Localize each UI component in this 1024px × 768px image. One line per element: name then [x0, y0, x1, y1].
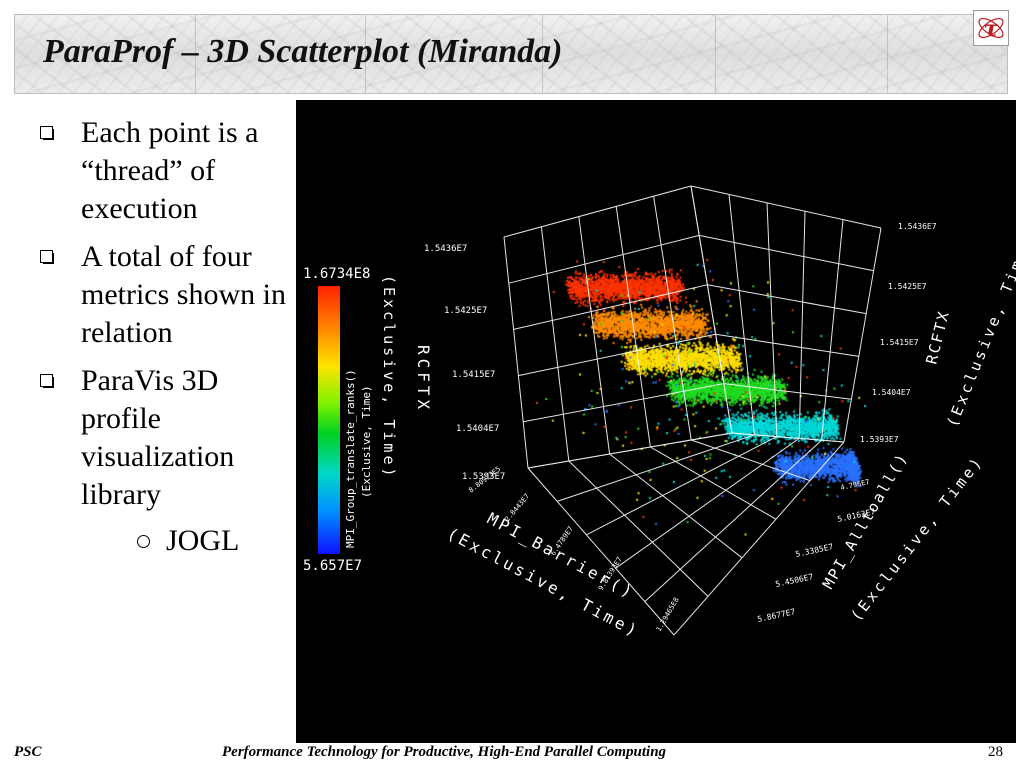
- bullet-text: ParaVis 3D profile visualization library: [81, 364, 235, 511]
- floor-gridline: [650, 446, 777, 520]
- side-wall-gridline: [715, 333, 859, 357]
- z-left-tick-label: 1.5404E7: [456, 424, 499, 434]
- back-wall-gridline: [653, 196, 692, 441]
- floor-gridline: [527, 432, 733, 469]
- side-wall-gridline: [798, 211, 806, 439]
- z-right-tick-label: 1.5415E7: [880, 338, 919, 347]
- color-legend-bar: [318, 286, 340, 554]
- y-tick-label: 5.3385E7: [795, 542, 835, 559]
- bullet-list: Each point is a “thread” of execution A …: [36, 114, 294, 560]
- back-wall-gridline: [508, 234, 700, 284]
- floor-gridline: [673, 441, 845, 636]
- z-right-tick-label: 1.5436E7: [898, 222, 937, 231]
- circle-bullet-icon: [137, 535, 150, 548]
- floor-gridline: [691, 439, 811, 482]
- z-left-tick-label: 1.5436E7: [424, 244, 467, 254]
- side-wall-gridline: [728, 194, 755, 435]
- side-wall-gridline: [690, 185, 733, 434]
- marble-seam: [195, 15, 196, 93]
- z-axis-subtitle-right: (Exclusive, Time): [943, 233, 1016, 429]
- square-bullet-icon: [40, 250, 54, 264]
- sub-bullet-item: JOGL: [36, 522, 294, 560]
- back-wall-gridline: [513, 284, 708, 330]
- color-metric-label: MPI_Group_translate_ranks(): [344, 369, 357, 548]
- back-wall-gridline: [503, 185, 692, 238]
- sub-bullet-text: JOGL: [166, 524, 240, 557]
- back-wall-gridline: [578, 216, 611, 455]
- floor-gridline: [568, 460, 709, 597]
- title-bar: ParaProf – 3D Scatterplot (Miranda): [14, 14, 1008, 94]
- back-wall-gridline: [503, 236, 529, 469]
- y-tick-label: 4.796E7: [840, 478, 871, 492]
- marble-seam: [542, 15, 543, 93]
- side-wall-gridline: [707, 284, 867, 315]
- color-legend-max-label: 1.6734E8: [303, 266, 370, 282]
- bullet-text: A total of four metrics shown in relatio…: [81, 240, 286, 349]
- color-metric-sublabel: (Exclusive, Time): [360, 385, 373, 498]
- side-wall-gridline: [821, 219, 844, 441]
- floor-gridline: [557, 434, 755, 502]
- side-wall-gridline: [699, 234, 874, 272]
- side-wall-gridline: [723, 383, 852, 400]
- back-wall-gridline: [518, 333, 716, 377]
- side-wall-gridline: [766, 202, 778, 437]
- footer-tagline: Performance Technology for Productive, H…: [222, 744, 667, 760]
- color-metric-sublabel-rotated: (Exclusive, Time): [380, 275, 398, 480]
- marble-seam: [887, 15, 888, 93]
- marble-seam: [365, 15, 366, 93]
- slide-number: 28: [988, 744, 1003, 760]
- bullet-item: ParaVis 3D profile visualization library: [36, 362, 294, 514]
- z-right-tick-label: 1.5404E7: [872, 388, 911, 397]
- scatterplot-axes: 1.6734E8 5.657E7 MPI_Group_translate_ran…: [303, 185, 1016, 641]
- marble-seam: [715, 15, 716, 93]
- back-wall-gridline: [615, 206, 651, 448]
- y-tick-label: 5.4506E7: [775, 572, 815, 589]
- bullet-item: A total of four metrics shown in relatio…: [36, 238, 294, 352]
- back-wall-gridline: [523, 383, 724, 423]
- floor-gridline: [615, 437, 800, 569]
- scatterplot-3d-panel[interactable]: 1.6734E8 5.657E7 MPI_Group_translate_ran…: [296, 100, 1016, 743]
- z-axis-title-right: RCFTX: [922, 308, 953, 366]
- bullet-item: Each point is a “thread” of execution: [36, 114, 294, 228]
- scatter-points-canvas[interactable]: [296, 100, 1016, 743]
- floor-gridline: [586, 436, 778, 536]
- square-bullet-icon: [40, 126, 54, 140]
- y-tick-label: 5.8677E7: [757, 607, 797, 624]
- z-left-tick-label: 1.5415E7: [452, 370, 495, 380]
- z-axis-title-left: RCFTX: [414, 345, 433, 413]
- bullet-text: Each point is a “thread” of execution: [81, 116, 259, 225]
- footer-org: PSC: [14, 744, 42, 760]
- back-wall-gridline: [540, 226, 570, 462]
- floor-gridline: [527, 467, 675, 636]
- z-left-tick-label: 1.5393E7: [462, 472, 505, 482]
- square-bullet-icon: [40, 374, 54, 388]
- tau-glyph: τ: [984, 16, 999, 42]
- floor-gridline: [731, 432, 845, 443]
- z-left-tick-label: 1.5425E7: [444, 306, 487, 316]
- z-right-tick-label: 1.5393E7: [860, 435, 899, 444]
- floor-gridline: [644, 439, 822, 602]
- side-wall-gridline: [843, 227, 882, 443]
- slide-title: ParaProf – 3D Scatterplot (Miranda): [43, 33, 563, 70]
- tau-logo-icon: τ: [973, 10, 1009, 46]
- color-legend-min-label: 5.657E7: [303, 558, 362, 574]
- side-wall-gridline: [690, 185, 882, 229]
- floor-gridline: [609, 453, 743, 559]
- z-right-tick-label: 1.5425E7: [888, 282, 927, 291]
